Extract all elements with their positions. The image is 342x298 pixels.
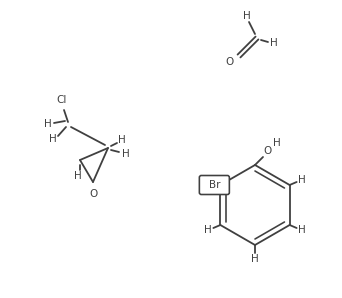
Text: H: H [205, 225, 212, 235]
Text: H: H [243, 11, 251, 21]
Text: O: O [89, 189, 97, 199]
Text: H: H [122, 149, 130, 159]
Text: H: H [270, 38, 278, 48]
Text: H: H [44, 119, 52, 129]
Text: H: H [251, 254, 259, 264]
Text: H: H [74, 171, 82, 181]
Text: H: H [49, 134, 57, 144]
Text: H: H [273, 138, 281, 148]
Text: O: O [225, 57, 233, 67]
Text: O: O [263, 146, 271, 156]
FancyBboxPatch shape [199, 176, 229, 195]
Text: H: H [298, 225, 305, 235]
Text: Cl: Cl [57, 95, 67, 105]
Text: H: H [118, 135, 126, 145]
Text: H: H [298, 175, 305, 185]
Text: Br: Br [209, 180, 220, 190]
